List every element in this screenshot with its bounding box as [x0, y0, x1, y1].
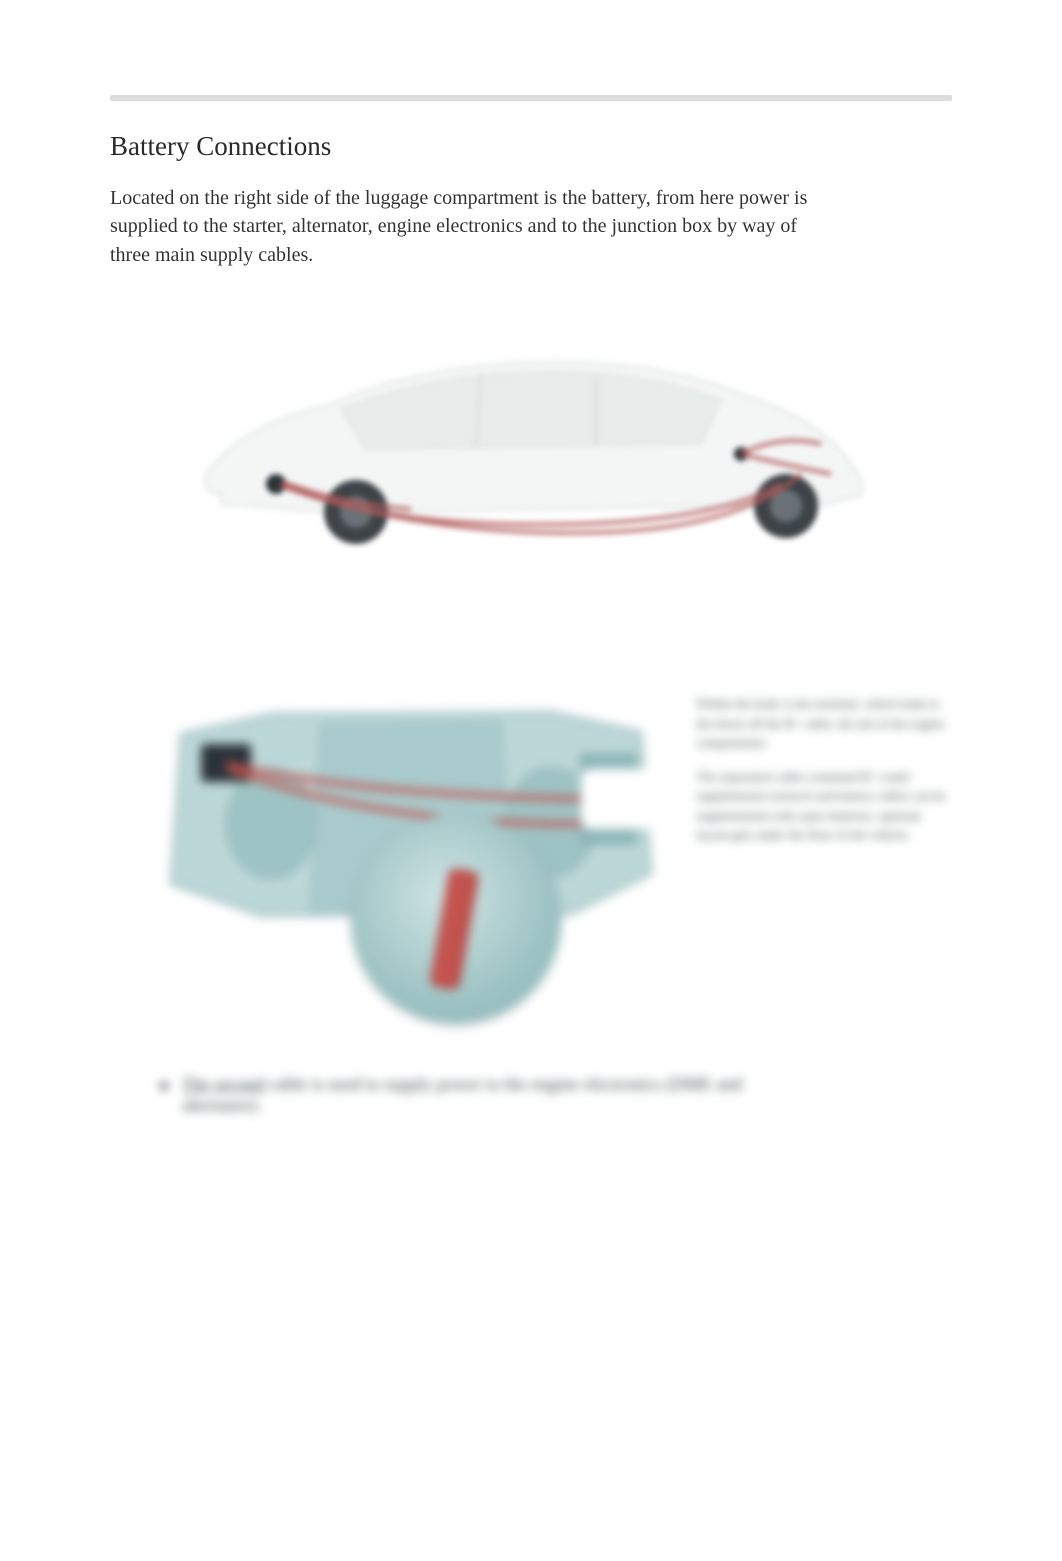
- side-text-2: The separation cable contained B+ could …: [696, 767, 956, 845]
- side-text-1: Within the body is the terminal, which l…: [696, 694, 956, 753]
- bullet-dot-icon: [160, 1082, 168, 1090]
- bullet-underline: The second: [182, 1074, 264, 1094]
- bullet-rest: cable is used to supply power to the eng…: [182, 1074, 742, 1115]
- figure-chassis-top-view: Within the body is the terminal, which l…: [151, 674, 911, 1034]
- figure-side-text: Within the body is the terminal, which l…: [696, 694, 956, 859]
- detail-circle-pillar: [351, 814, 561, 1024]
- car-body-illustration: [181, 334, 881, 564]
- callout-box: [581, 769, 681, 829]
- bullet-list: The second cable is used to supply power…: [160, 1074, 952, 1116]
- bullet-text: The second cable is used to supply power…: [182, 1074, 800, 1116]
- intro-paragraph: Located on the right side of the luggage…: [110, 184, 830, 269]
- page-title: Battery Connections: [110, 131, 952, 162]
- horizontal-rule: [110, 95, 952, 101]
- figure-car-side-view: [151, 294, 911, 614]
- bullet-item: The second cable is used to supply power…: [160, 1074, 800, 1116]
